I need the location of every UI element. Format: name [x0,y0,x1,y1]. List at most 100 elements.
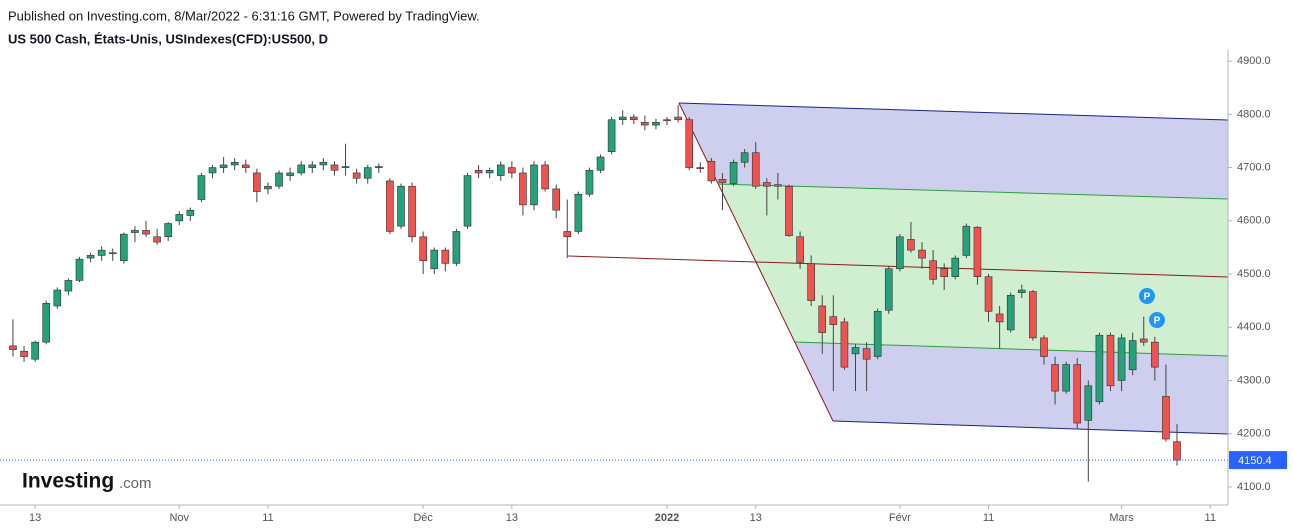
candle-body [264,185,272,190]
candle-body [42,303,51,343]
x-tick-label: 13 [750,512,762,524]
candle-body [452,231,461,264]
y-tick-label: 4400.0 [1237,321,1271,333]
candle-body [341,166,350,168]
candle-body [508,167,516,174]
x-tick-label: 11 [983,512,994,524]
candle-body [652,122,660,126]
candle-body [175,214,184,222]
candle-body [1151,341,1159,368]
y-tick-label: 4700.0 [1237,162,1271,174]
candle-body [219,164,228,168]
candle-body [884,268,893,311]
marker-label: P [1154,316,1161,327]
candle-body [430,249,439,270]
candle-body [618,116,627,121]
candle-body [807,263,815,301]
candle-body [519,172,527,206]
x-tick-label: 11 [1205,512,1216,524]
candle-body [496,164,505,176]
upper-zone [679,103,1228,199]
candle-body [541,164,549,190]
candle-body [962,225,971,256]
y-tick-label: 4600.0 [1237,215,1271,227]
candle-body [485,169,494,174]
logo: Investing .com [22,470,152,493]
candle-body [585,169,594,195]
candle-body [763,182,771,187]
candle-body [1073,364,1082,424]
candle-body [1051,364,1059,392]
candle-body [1117,337,1126,381]
chart-title: US 500 Cash, États-Unis, USIndexes(CFD):… [8,31,328,46]
candle-body [108,252,117,255]
candle-body [441,249,450,264]
candle-body [1173,441,1181,461]
candle-body [330,164,339,171]
candle-body [674,116,682,121]
candle-body [740,152,749,163]
candle-body [164,223,172,238]
candle-body [408,185,416,238]
candle-body [463,175,472,227]
candle-body [1017,289,1026,293]
candle-body [729,161,738,184]
candle-body [153,236,161,243]
candle-body [1106,334,1115,387]
candle-body [197,175,206,200]
candle-body [1029,291,1037,339]
candle-body [9,345,17,350]
candle-body [940,268,948,278]
x-tick-label: Déc [413,512,433,524]
y-tick-label: 4100.0 [1237,481,1271,493]
x-tick-label: 13 [506,512,518,524]
candle-body [20,350,28,357]
candle-body [230,161,239,166]
candle-body [352,172,361,179]
candle-body [973,226,982,278]
candle-body [1062,364,1070,392]
candle-body [1040,337,1048,357]
candle-body [851,347,860,355]
candle-body [862,348,871,360]
candle-body [386,180,394,232]
candle-body [929,260,937,280]
candle-body [241,164,250,168]
candle-body [663,119,671,122]
marker-label: P [1144,292,1151,303]
x-tick-label: 11 [262,512,273,524]
candle-body [563,231,572,238]
candle-body [896,236,904,270]
y-tick-label: 4200.0 [1237,428,1271,440]
upper-mid-line [717,183,1229,200]
candle-body [774,184,782,187]
candle-body [397,185,405,227]
candle-body [629,116,638,121]
candle-body [1095,334,1104,403]
candle-body [319,161,328,166]
candle-body [530,164,538,206]
candle-body [86,255,95,259]
candle-body [31,341,39,360]
candle-body [64,280,73,292]
candle-body [120,233,128,262]
y-tick-label: 4900.0 [1237,55,1271,67]
candle-body [829,316,838,325]
candle-body [253,172,261,192]
x-tick-label: Mars [1109,512,1134,524]
x-tick-label: 13 [29,512,41,524]
last-price-box [1229,451,1287,470]
candle-body [607,119,616,152]
candle-body [873,310,882,357]
x-tick-label: 2022 [655,512,679,524]
candle-body [75,258,84,281]
candle-body [53,289,62,307]
x-tick-label: Nov [169,512,189,524]
candle-body [419,236,427,262]
candle-body [97,249,106,256]
candle-body [286,172,294,176]
candle-body [685,119,694,168]
candle-body [131,230,139,233]
x-tick-label: Févr [889,512,911,524]
middle-zone [718,184,1228,356]
